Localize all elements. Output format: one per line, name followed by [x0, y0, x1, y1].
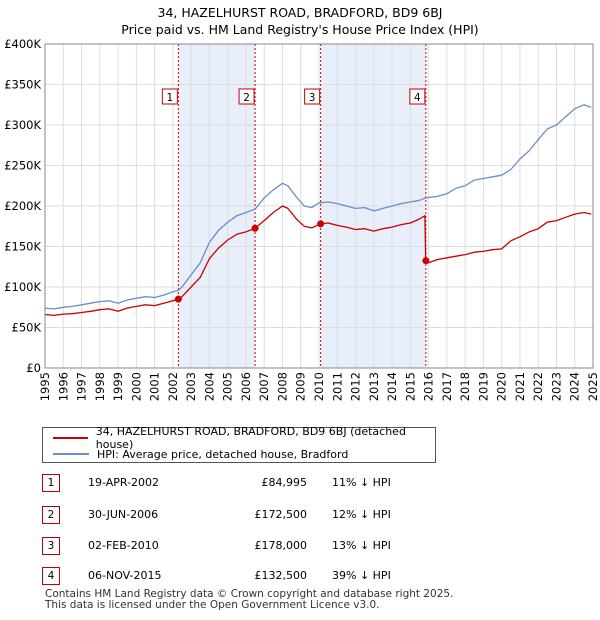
tx-number-badge: 1	[42, 474, 60, 492]
tx-hpi: 39% ↓ HPI	[332, 569, 391, 582]
tx-date: 30-JUN-2006	[88, 508, 159, 521]
legend: 34, HAZELHURST ROAD, BRADFORD, BD9 6BJ (…	[42, 425, 436, 463]
chart-title-line2: Price paid vs. HM Land Registry's House …	[121, 22, 479, 37]
x-tick-label: 2019	[476, 372, 490, 401]
x-tick-label: 2006	[239, 372, 253, 401]
x-tick-label: 2014	[385, 372, 399, 401]
y-tick-label: £200K	[4, 199, 41, 213]
sale-number-label: 2	[243, 92, 250, 104]
tx-number-badge: 2	[42, 506, 60, 524]
x-tick-label: 2013	[367, 372, 381, 401]
sale-point	[317, 220, 325, 228]
plot-frame	[44, 43, 594, 369]
tx-price: £132,500	[254, 569, 308, 582]
hpi-series-line	[44, 104, 592, 310]
sale-number-label: 3	[309, 92, 316, 104]
x-tick-label: 2017	[440, 372, 454, 401]
x-tick-label: 2009	[294, 372, 308, 401]
y-tick-label: £400K	[4, 37, 41, 51]
table-row: 1 19-APR-2002 £84,995 11% ↓ HPI	[42, 474, 442, 494]
x-tick-label: 2015	[403, 372, 417, 401]
y-tick-label: £50K	[12, 321, 42, 335]
legend-label-hpi: HPI: Average price, detached house, Brad…	[97, 447, 349, 461]
sale-point	[422, 257, 430, 265]
x-tick-label: 2003	[184, 372, 198, 401]
tx-number-badge: 4	[42, 567, 60, 585]
price-chart: £0 £50K £100K £150K £200K £250K £300K £350K £400…	[4, 37, 600, 401]
x-tick-label: 1999	[111, 372, 125, 401]
footer: Contains HM Land Registry data © Crown c…	[45, 589, 453, 611]
tx-date: 06-NOV-2015	[88, 569, 162, 582]
legend-item-hpi: HPI: Average price, detached house, Brad…	[53, 446, 348, 462]
x-tick-label: 1995	[38, 372, 52, 401]
legend-swatch-hpi	[53, 453, 89, 455]
x-tick-label: 2021	[513, 372, 527, 401]
x-tick-label: 2024	[568, 372, 582, 401]
table-row: 2 30-JUN-2006 £172,500 12% ↓ HPI	[42, 506, 442, 526]
x-tick-label: 2008	[275, 372, 289, 401]
sale-number-label: 1	[167, 92, 174, 104]
tx-price: £84,995	[261, 476, 308, 489]
sale-number-label: 4	[414, 92, 421, 104]
x-tick-label: 2002	[166, 372, 180, 401]
x-tick-label: 2025	[586, 372, 600, 401]
legend-item-price: 34, HAZELHURST ROAD, BRADFORD, BD9 6BJ (…	[53, 425, 435, 451]
sale-number-box	[238, 88, 255, 105]
tx-price: £178,000	[254, 539, 308, 552]
table-row: 4 06-NOV-2015 £132,500 39% ↓ HPI	[42, 567, 442, 587]
x-tick-label: 1996	[56, 372, 70, 401]
x-tick-label: 2020	[495, 372, 509, 401]
y-tick-label: £150K	[4, 240, 41, 254]
y-tick-label: £300K	[4, 118, 41, 132]
x-tick-label: 2004	[202, 372, 216, 401]
x-tick-label: 2016	[422, 372, 436, 401]
x-tick-label: 2007	[257, 372, 271, 401]
chart-title-line1: 34, HAZELHURST ROAD, BRADFORD, BD9 6BJ	[157, 5, 443, 20]
sale-point	[174, 295, 182, 303]
tx-price: £172,500	[254, 508, 308, 521]
y-tick-label: £0	[26, 361, 41, 375]
footer-copyright: Contains HM Land Registry data © Crown c…	[45, 588, 454, 600]
x-tick-label: 2018	[458, 372, 472, 401]
tx-hpi: 12% ↓ HPI	[332, 508, 391, 521]
x-tick-label: 1998	[93, 372, 107, 401]
y-tick-label: £350K	[4, 78, 41, 92]
tx-number-badge: 3	[42, 537, 60, 555]
sale-point	[251, 224, 259, 232]
sale-number-box	[304, 88, 321, 105]
x-tick-label: 2010	[312, 372, 326, 401]
footer-licence: This data is licensed under the Open Gov…	[45, 599, 380, 611]
x-tick-label: 2005	[221, 372, 235, 401]
y-tick-label: £250K	[4, 159, 41, 173]
x-tick-label: 2012	[349, 372, 363, 401]
sale-number-box	[409, 88, 426, 105]
tx-hpi: 11% ↓ HPI	[332, 476, 391, 489]
x-tick-label: 2023	[549, 372, 563, 401]
x-tick-label: 2000	[129, 372, 143, 401]
x-tick-label: 2022	[531, 372, 545, 401]
legend-swatch-price	[53, 437, 88, 439]
tx-date: 02-FEB-2010	[88, 539, 159, 552]
legend-label-price: 34, HAZELHURST ROAD, BRADFORD, BD9 6BJ (…	[95, 425, 406, 451]
table-row: 3 02-FEB-2010 £178,000 13% ↓ HPI	[42, 537, 442, 557]
x-tick-label: 2011	[330, 372, 344, 401]
y-tick-label: £100K	[4, 280, 41, 294]
sale-number-box	[161, 88, 178, 105]
x-tick-label: 1997	[75, 372, 89, 401]
x-tick-label: 2001	[148, 372, 162, 401]
tx-date: 19-APR-2002	[88, 476, 160, 489]
tx-hpi: 13% ↓ HPI	[332, 539, 391, 552]
